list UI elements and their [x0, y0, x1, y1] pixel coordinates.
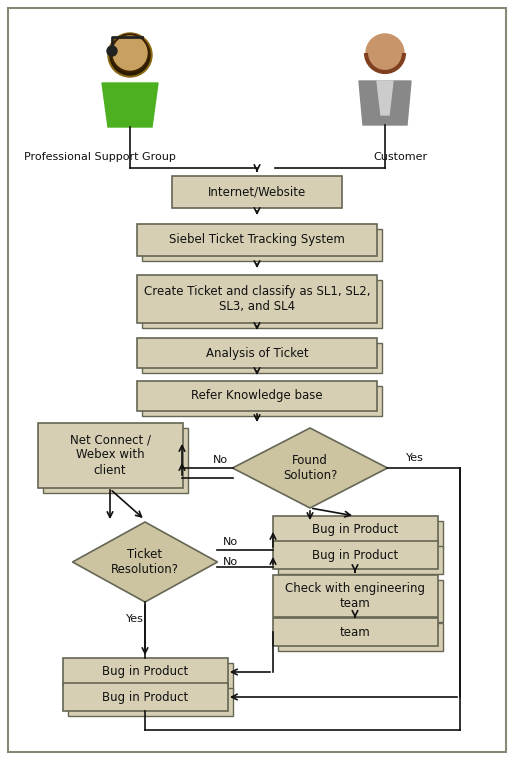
Circle shape	[107, 46, 117, 56]
Text: No: No	[223, 557, 238, 567]
Polygon shape	[102, 83, 158, 127]
FancyBboxPatch shape	[137, 338, 377, 368]
Text: Bug in Product: Bug in Product	[312, 549, 398, 562]
Text: No: No	[212, 455, 228, 465]
FancyBboxPatch shape	[278, 521, 443, 549]
Text: Yes: Yes	[406, 453, 424, 463]
Text: Check with engineering
team: Check with engineering team	[285, 582, 425, 610]
FancyBboxPatch shape	[278, 580, 443, 622]
FancyBboxPatch shape	[142, 280, 382, 328]
Polygon shape	[232, 428, 388, 508]
FancyBboxPatch shape	[67, 688, 232, 716]
Circle shape	[113, 36, 147, 70]
Polygon shape	[72, 522, 217, 602]
Text: Refer Knowledge base: Refer Knowledge base	[191, 389, 323, 403]
Polygon shape	[359, 81, 411, 125]
FancyBboxPatch shape	[43, 427, 188, 492]
FancyBboxPatch shape	[67, 663, 232, 691]
FancyBboxPatch shape	[63, 658, 228, 686]
Text: Bug in Product: Bug in Product	[312, 524, 398, 537]
FancyBboxPatch shape	[142, 229, 382, 261]
FancyBboxPatch shape	[272, 516, 437, 544]
FancyBboxPatch shape	[137, 224, 377, 256]
FancyBboxPatch shape	[172, 176, 342, 208]
Text: team: team	[340, 625, 371, 638]
Polygon shape	[377, 81, 393, 115]
Text: Ticket
Resolution?: Ticket Resolution?	[111, 548, 179, 576]
Text: Analysis of Ticket: Analysis of Ticket	[206, 347, 308, 359]
FancyBboxPatch shape	[278, 623, 443, 651]
FancyBboxPatch shape	[63, 683, 228, 711]
Circle shape	[366, 34, 404, 72]
FancyBboxPatch shape	[272, 541, 437, 569]
Text: Create Ticket and classify as SL1, SL2,
SL3, and SL4: Create Ticket and classify as SL1, SL2, …	[144, 285, 370, 313]
Text: Bug in Product: Bug in Product	[102, 691, 188, 704]
Text: Bug in Product: Bug in Product	[102, 666, 188, 679]
FancyBboxPatch shape	[278, 546, 443, 574]
FancyBboxPatch shape	[272, 575, 437, 617]
FancyBboxPatch shape	[38, 423, 182, 487]
Text: Net Connect /
Webex with
client: Net Connect / Webex with client	[69, 433, 151, 477]
FancyBboxPatch shape	[137, 381, 377, 411]
FancyBboxPatch shape	[142, 386, 382, 416]
Circle shape	[110, 35, 150, 75]
Text: Professional Support Group: Professional Support Group	[24, 152, 176, 162]
Text: No: No	[223, 537, 238, 547]
FancyBboxPatch shape	[137, 275, 377, 323]
Text: Yes: Yes	[126, 614, 144, 624]
Circle shape	[111, 34, 149, 72]
Text: Siebel Ticket Tracking System: Siebel Ticket Tracking System	[169, 233, 345, 246]
Text: Customer: Customer	[373, 152, 427, 162]
Circle shape	[108, 33, 152, 77]
Text: Internet/Website: Internet/Website	[208, 185, 306, 198]
FancyBboxPatch shape	[142, 343, 382, 373]
FancyBboxPatch shape	[272, 618, 437, 646]
Text: Found
Solution?: Found Solution?	[283, 454, 337, 482]
